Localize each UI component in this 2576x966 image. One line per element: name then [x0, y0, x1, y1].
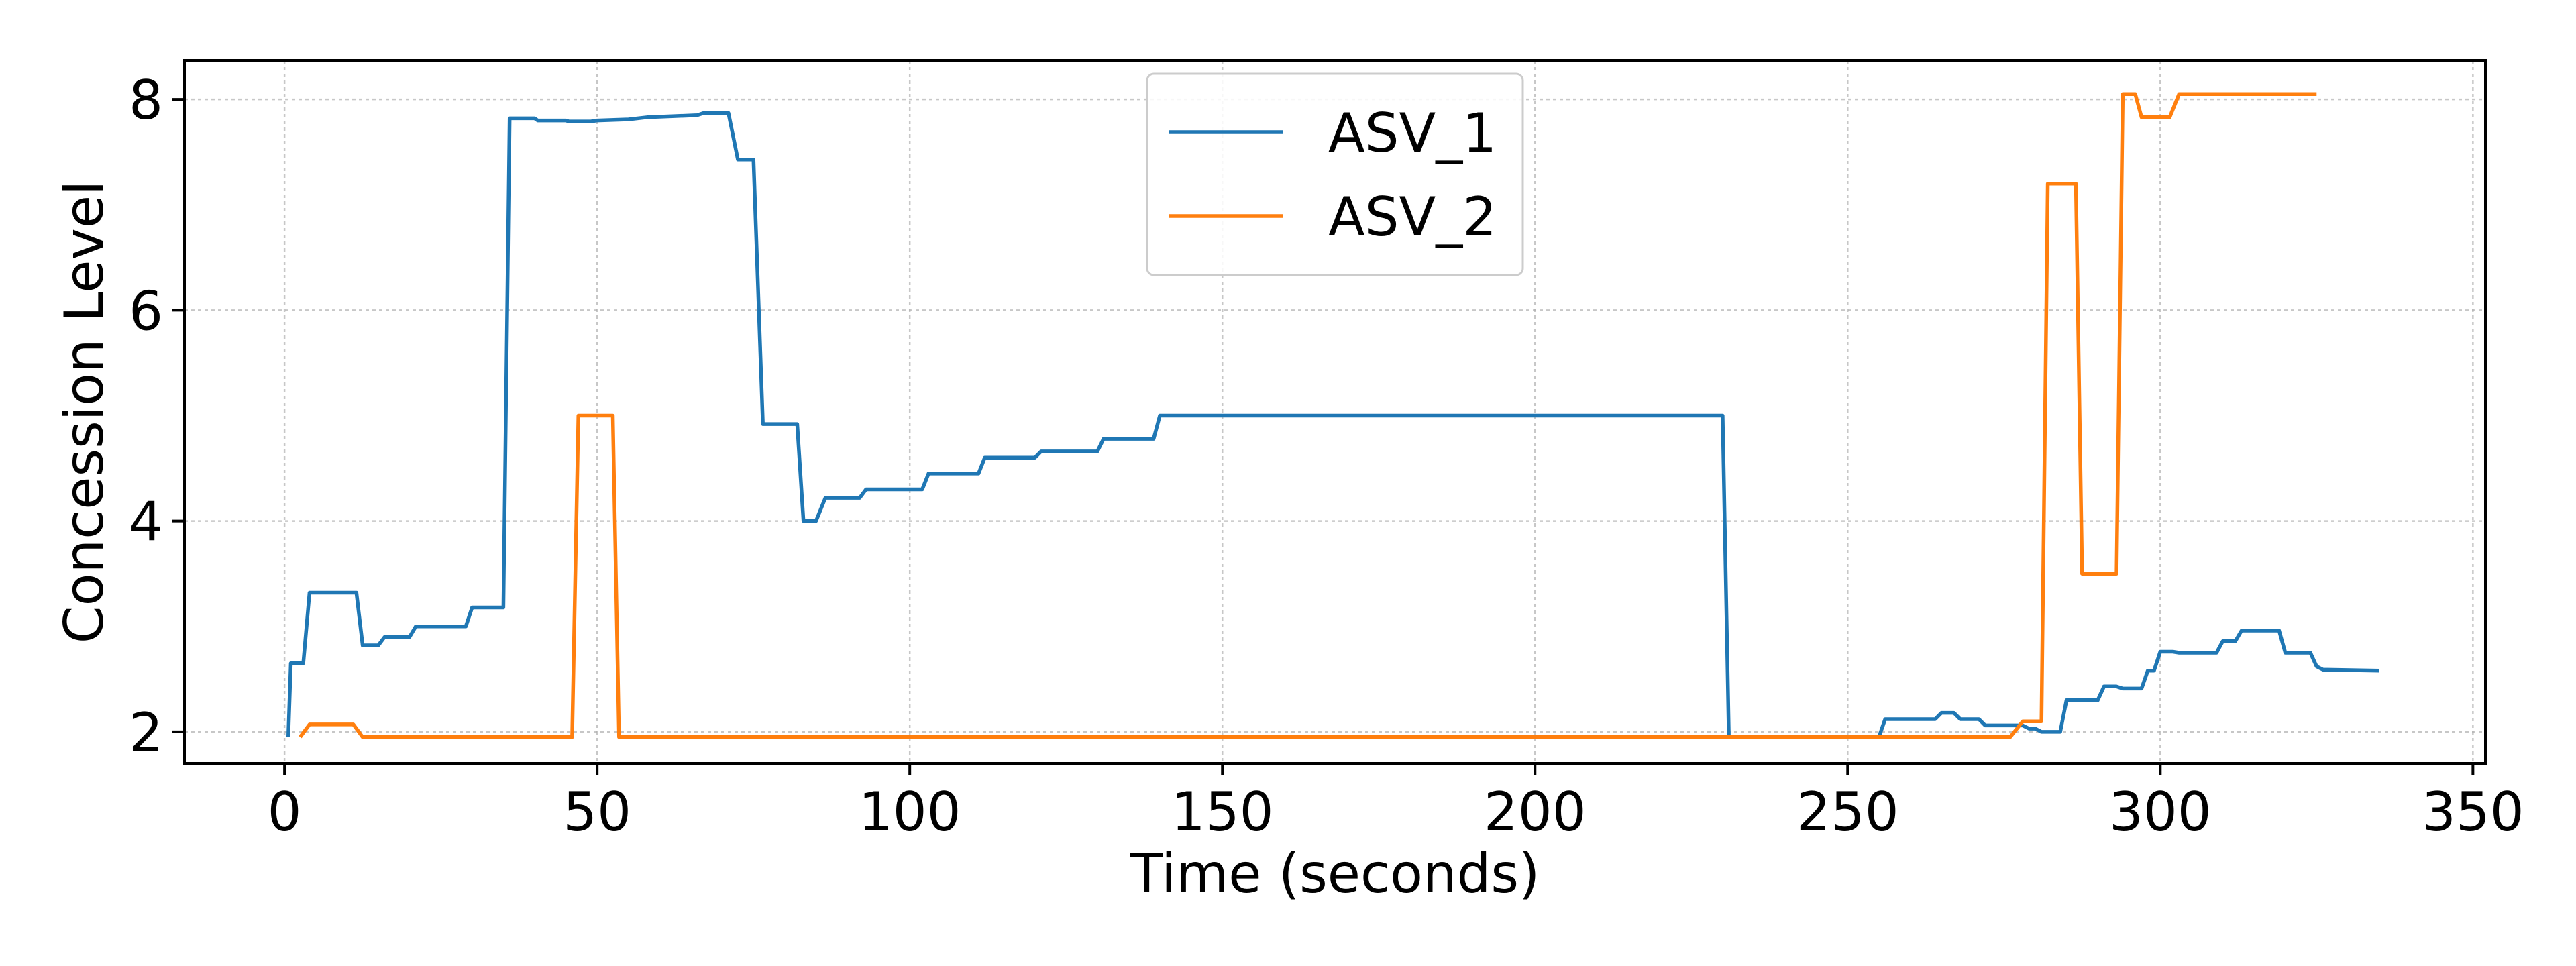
axis-ticks: 0 50 100 150 200 250 300 350 2 4 6 8: [129, 69, 2524, 843]
series-line-asv-1: [286, 111, 2379, 739]
legend-label: ASV_2: [1328, 186, 1497, 248]
y-axis-title: Concession Level: [53, 180, 115, 644]
legend: ASV_1 ASV_2: [1146, 72, 1524, 276]
x-tick-label: 0: [268, 781, 302, 843]
y-tick-label: 2: [129, 702, 163, 764]
series-lines: [286, 92, 2379, 739]
y-tick-label: 6: [129, 280, 163, 342]
series-line-asv-2: [299, 92, 2317, 739]
grid-lines: [184, 60, 2485, 763]
x-axis-title: Time (seconds): [1130, 843, 1540, 905]
x-tick-label: 250: [1796, 781, 1899, 843]
x-tick-label: 50: [563, 781, 631, 843]
x-tick-label: 100: [859, 781, 961, 843]
x-tick-label: 200: [1484, 781, 1587, 843]
y-tick-label: 8: [129, 69, 163, 131]
x-tick-label: 300: [2109, 781, 2212, 843]
legend-label: ASV_1: [1328, 102, 1497, 164]
y-tick-label: 4: [129, 491, 163, 553]
legend-box: [1146, 72, 1524, 276]
x-tick-label: 350: [2422, 781, 2524, 843]
x-tick-label: 150: [1171, 781, 1274, 843]
plot-frame: [183, 59, 2487, 765]
